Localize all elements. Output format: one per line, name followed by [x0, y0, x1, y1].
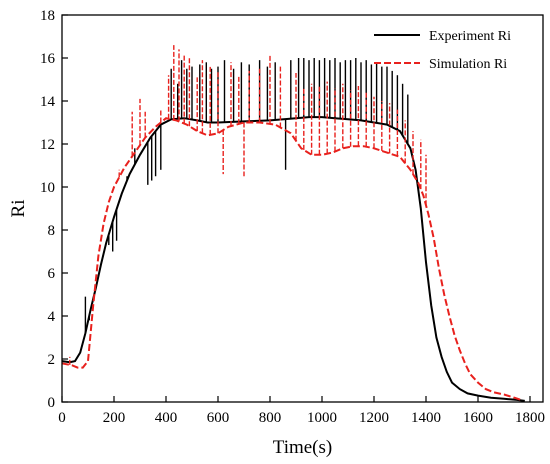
series-line-experiment	[62, 116, 525, 402]
x-axis-title: Time(s)	[273, 437, 332, 458]
x-tick-label: 400	[155, 410, 178, 426]
x-tick-label: 1000	[307, 410, 337, 426]
x-tick-label: 1800	[515, 410, 545, 426]
x-tick-label: 1600	[463, 410, 493, 426]
x-tick-label: 600	[207, 410, 230, 426]
y-tick-label: 16	[40, 51, 56, 67]
x-tick-label: 1400	[411, 410, 441, 426]
y-tick-label: 4	[48, 309, 56, 325]
legend-label-experiment: Experiment Ri	[429, 29, 511, 44]
y-tick-label: 8	[48, 223, 56, 239]
series-line-simulation	[62, 117, 523, 402]
legend-label-simulation: Simulation Ri	[429, 57, 507, 72]
y-tick-label: 12	[40, 137, 55, 153]
plot-area-frame	[61, 14, 544, 403]
y-tick-label: 0	[48, 395, 56, 411]
y-axis-title: Ri	[8, 200, 29, 218]
y-tick-label: 10	[40, 180, 55, 196]
x-tick-label: 200	[103, 410, 126, 426]
legend: Experiment Ri Simulation Ri	[374, 29, 511, 72]
y-tick-label: 6	[48, 266, 56, 282]
x-tick-label: 800	[259, 410, 282, 426]
series-experiment	[62, 58, 525, 402]
series-simulation	[62, 45, 523, 402]
y-tick-label: 14	[40, 94, 56, 110]
x-tick-label: 1200	[359, 410, 389, 426]
y-tick-label: 2	[48, 352, 56, 368]
x-tick-label: 0	[58, 410, 66, 426]
y-tick-label: 18	[40, 8, 55, 24]
